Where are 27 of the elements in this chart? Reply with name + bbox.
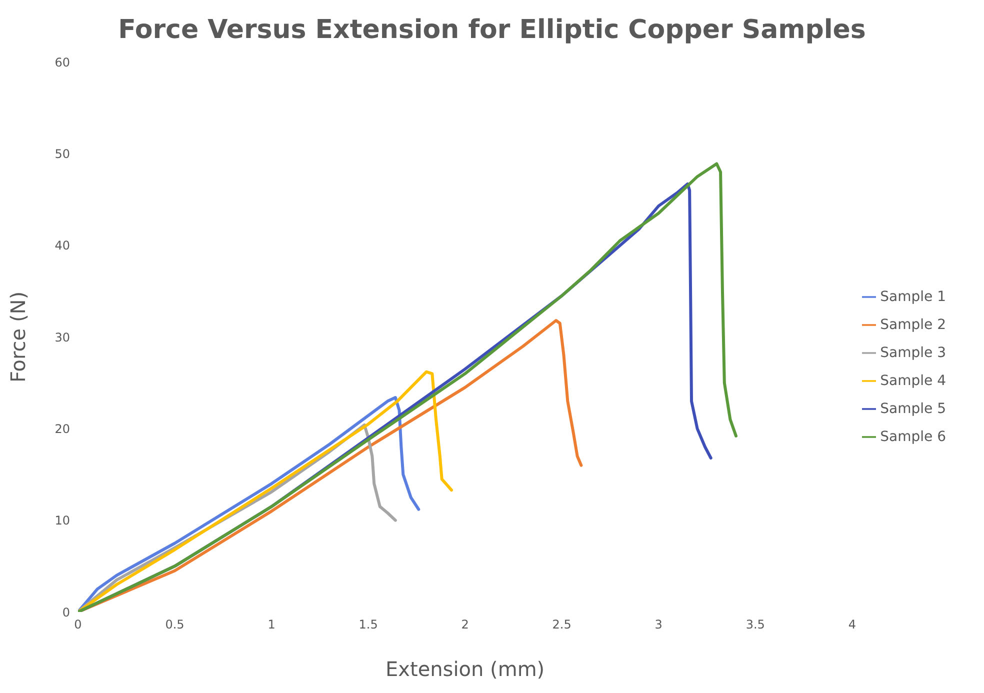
y-tick-label: 60 — [54, 55, 70, 70]
line-series — [78, 370, 454, 612]
x-tick-label: 0.5 — [165, 618, 184, 632]
x-tick-label: 2.5 — [552, 618, 572, 632]
legend-label: Sample 3 — [880, 345, 946, 361]
y-tick-label: 50 — [54, 146, 70, 161]
y-tick-label: 40 — [54, 238, 70, 253]
x-tick-label: 1 — [268, 618, 276, 632]
x-tick-label: 3 — [654, 618, 662, 632]
legend-label: Sample 1 — [880, 289, 946, 305]
x-tick-label: 2 — [461, 618, 469, 632]
chart-title: Force Versus Extension for Elliptic Copper Samples — [117, 14, 867, 47]
legend-label: Sample 4 — [880, 373, 946, 389]
x-axis-title: Extension (mm) — [386, 657, 545, 682]
legend-label: Sample 2 — [880, 317, 946, 333]
y-tick-label: 20 — [54, 422, 70, 436]
legend-label: Sample 6 — [880, 429, 946, 445]
line-series — [78, 396, 420, 612]
legend-label: Sample 5 — [880, 401, 946, 417]
y-tick-label: 0 — [62, 605, 70, 620]
x-tick-label: 3.5 — [746, 618, 765, 632]
y-tick-label: 30 — [54, 330, 70, 344]
y-axis-title: Force (N) — [6, 291, 30, 383]
y-tick-label: 10 — [54, 514, 70, 528]
x-tick-label: 0 — [74, 618, 82, 632]
x-tick-label: 4 — [848, 618, 856, 632]
x-tick-label: 1.5 — [358, 618, 378, 632]
